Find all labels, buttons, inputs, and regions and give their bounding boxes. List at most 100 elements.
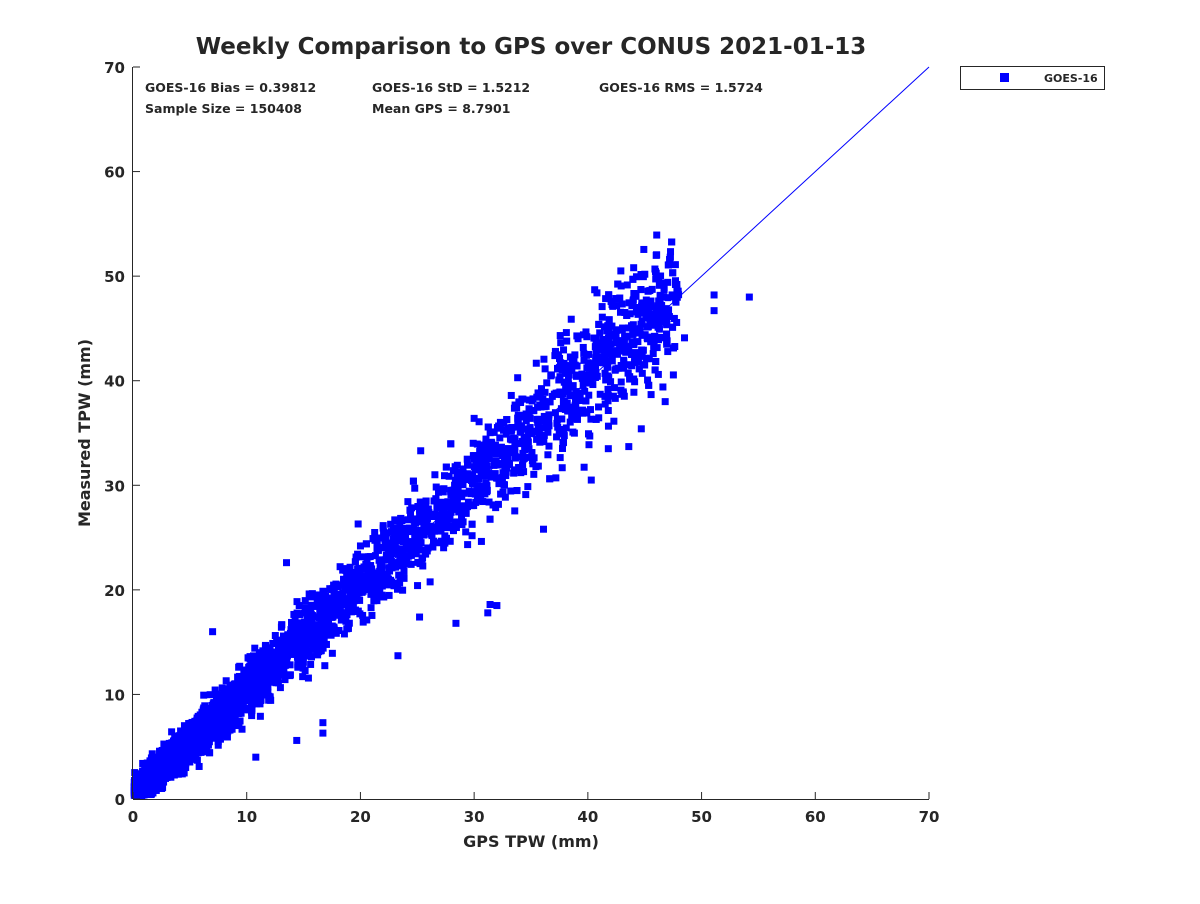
data-point [504,453,512,461]
data-point [271,632,279,640]
data-point [426,578,434,586]
data-point [657,308,665,316]
data-point [222,677,230,685]
data-point [532,359,540,367]
data-point [515,464,523,472]
data-point [328,622,336,630]
data-point [181,753,189,761]
data-point [534,389,542,397]
data-point [453,471,461,479]
data-point [484,423,492,431]
data-point [373,539,381,547]
data-point [335,627,343,635]
data-point [428,532,436,540]
data-point [231,710,239,718]
data-point [396,574,404,582]
data-point [651,332,659,340]
data-point [499,488,507,496]
data-point [329,613,337,621]
data-point [503,464,511,472]
data-point [372,591,380,599]
data-point [192,723,200,731]
data-point [658,313,666,321]
data-point [301,667,309,675]
data-point [186,754,194,762]
data-point [553,433,561,441]
data-point [346,563,354,571]
data-point [552,389,560,397]
data-point [210,712,218,720]
data-point [652,358,660,366]
data-point [422,550,430,558]
data-point [453,461,461,469]
data-point [199,718,207,726]
data-point [296,637,304,645]
data-point [179,727,187,735]
data-point [567,315,575,323]
data-point [674,287,682,295]
data-point [231,719,239,727]
data-point [485,498,493,506]
data-point [242,682,250,690]
data-point [609,302,617,310]
data-point [587,360,595,368]
data-point [507,487,515,495]
data-point [494,500,502,508]
data-point [592,364,600,372]
data-point [437,526,445,534]
data-point [313,591,321,599]
data-point [445,472,453,480]
data-point [541,388,549,396]
data-point [343,611,351,619]
data-point [553,415,561,423]
data-point [377,568,385,576]
data-point [621,333,629,341]
data-point [545,442,553,450]
data-point [563,337,571,345]
data-point [170,737,178,745]
data-point [216,728,224,736]
data-point [572,371,580,379]
data-point [557,339,565,347]
data-point [491,441,499,449]
data-point [308,615,316,623]
data-point [482,459,490,467]
data-point [639,309,647,317]
data-point [251,670,259,678]
data-point [607,348,615,356]
data-point [272,679,280,687]
data-point [641,361,649,369]
data-point [443,499,451,507]
data-point [249,678,257,686]
data-point [411,547,419,555]
data-point [499,448,507,456]
data-point [234,701,242,709]
data-point [647,338,655,346]
data-point [429,537,437,545]
data-point [601,352,609,360]
data-point [246,662,254,670]
data-point [204,705,212,713]
data-point [585,441,593,449]
data-point [380,528,388,536]
data-point [284,631,292,639]
data-point [524,483,532,491]
data-point [662,312,670,320]
data-point [203,748,211,756]
data-point [378,556,386,564]
data-point [604,357,612,365]
data-point [301,604,309,612]
data-point [575,407,583,415]
data-point [514,411,522,419]
data-point [477,537,485,545]
data-point [396,579,404,587]
data-point [543,379,551,387]
data-point [236,717,244,725]
data-point [598,303,606,311]
data-point [640,245,648,253]
data-point [449,527,457,535]
data-point [402,526,410,534]
data-point [526,414,534,422]
data-point [152,756,160,764]
data-point [344,623,352,631]
